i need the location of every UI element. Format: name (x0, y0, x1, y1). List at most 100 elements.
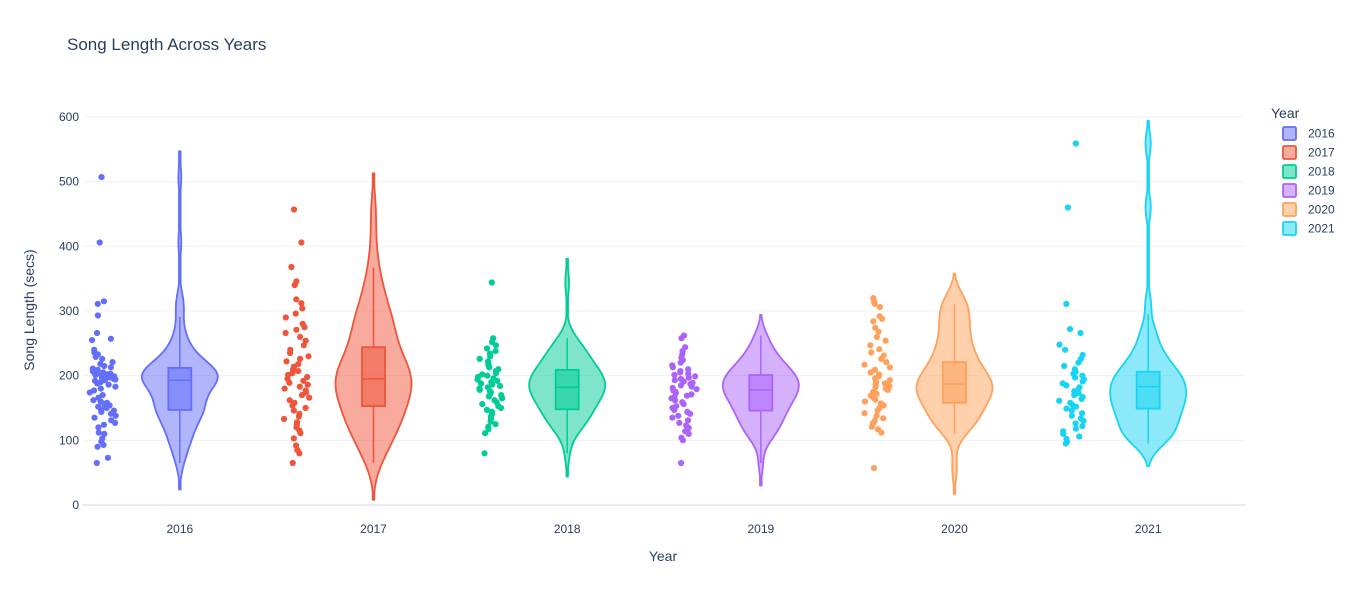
point-2019 (678, 459, 685, 467)
point-2019 (677, 375, 685, 382)
point-2018 (476, 385, 483, 392)
point-2017 (297, 355, 304, 362)
point-2020 (876, 313, 883, 320)
x-tick-label: 2017 (360, 522, 387, 536)
point-2020 (874, 426, 882, 433)
x-tick-label: 2016 (166, 522, 193, 536)
point-2016 (112, 412, 119, 419)
legend-label-2018: 2018 (1308, 165, 1335, 179)
point-2018 (492, 421, 499, 428)
point-2020 (881, 380, 889, 387)
point-2021 (1067, 399, 1074, 406)
point-2016 (112, 383, 119, 390)
point-2016 (95, 424, 102, 431)
plot-area (86, 120, 1188, 501)
point-2017 (280, 415, 288, 423)
legend-label-2016: 2016 (1308, 127, 1335, 141)
point-2021 (1056, 341, 1063, 348)
point-2017 (297, 333, 304, 340)
point-2021 (1071, 366, 1078, 373)
legend: Year 2016 2017 2018 2019 2020 2021 (1271, 105, 1335, 236)
box-2016 (167, 367, 193, 411)
point-2016 (97, 360, 104, 368)
point-2016 (98, 174, 105, 181)
point-2020 (873, 412, 880, 419)
point-2017 (298, 239, 305, 246)
point-2020 (861, 410, 868, 417)
point-2020 (870, 295, 877, 302)
point-2017 (293, 326, 300, 333)
point-2017 (302, 387, 309, 394)
point-2019 (678, 434, 685, 441)
point-2019 (684, 408, 691, 415)
point-2017 (291, 399, 298, 406)
point-2016 (109, 359, 116, 366)
point-2016 (88, 337, 96, 344)
point-2018 (485, 358, 492, 365)
x-tick-label: 2021 (1135, 522, 1162, 536)
box-2021 (1135, 370, 1161, 410)
point-2019 (692, 373, 699, 380)
point-2019 (680, 332, 688, 339)
point-2020 (868, 349, 875, 356)
point-2016 (101, 430, 108, 437)
point-2017 (286, 397, 293, 404)
legend-title: Year (1271, 105, 1300, 121)
point-2021 (1063, 435, 1070, 443)
point-2019 (675, 412, 682, 419)
point-2021 (1072, 425, 1079, 432)
point-2018 (491, 397, 498, 404)
point-2017 (300, 377, 307, 384)
point-2019 (688, 391, 695, 398)
point-2016 (99, 355, 106, 362)
point-2016 (99, 392, 106, 399)
point-2021 (1062, 346, 1069, 353)
point-2021 (1068, 412, 1075, 419)
point-2017 (290, 407, 297, 414)
point-2021 (1079, 351, 1086, 359)
point-2019 (683, 422, 690, 429)
point-2020 (873, 333, 881, 340)
point-2016 (89, 365, 96, 372)
point-2020 (876, 304, 884, 311)
point-2017 (281, 385, 288, 392)
point-2021 (1079, 393, 1086, 401)
point-2016 (94, 366, 101, 373)
violin-body-2021 (1109, 120, 1188, 468)
point-2016 (107, 335, 114, 342)
point-2019 (671, 377, 678, 384)
y-axis-title: Song Length (secs) (21, 249, 37, 370)
violin-group-2019 (668, 314, 800, 487)
point-2017 (283, 358, 290, 365)
point-2017 (304, 373, 311, 381)
y-tick-label: 100 (59, 433, 79, 447)
point-2016 (93, 459, 100, 467)
point-2020 (882, 337, 889, 344)
point-2017 (289, 459, 296, 467)
violin-group-2016 (86, 150, 219, 491)
point-2016 (96, 239, 103, 246)
point-2020 (861, 398, 869, 405)
point-2020 (880, 415, 887, 422)
point-2016 (108, 417, 115, 424)
point-2016 (104, 454, 111, 461)
point-2019 (669, 362, 676, 369)
box-2017 (361, 346, 386, 407)
violin-group-2020 (861, 272, 994, 495)
point-2016 (110, 407, 117, 414)
y-tick-label: 500 (59, 175, 79, 189)
point-2018 (484, 372, 491, 379)
point-2017 (294, 419, 301, 426)
point-2016 (95, 403, 102, 410)
point-2020 (875, 371, 883, 378)
point-2016 (95, 429, 102, 436)
point-2021 (1077, 329, 1084, 337)
point-2016 (91, 377, 99, 384)
point-2020 (867, 342, 874, 349)
point-2016 (91, 414, 98, 421)
point-2021 (1076, 433, 1083, 440)
point-2018 (488, 408, 495, 415)
point-2021 (1079, 423, 1086, 430)
point-2016 (100, 421, 107, 428)
